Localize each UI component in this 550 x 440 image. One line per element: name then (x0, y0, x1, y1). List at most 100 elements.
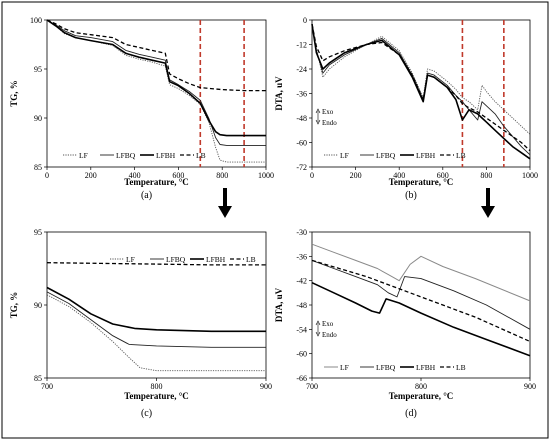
endo-label: Endo (322, 119, 337, 127)
chart-panel-4: 700 800 900 -30 -36 -42 -48 -54 -60 -66 Temperatur… (274, 228, 536, 419)
down-arrow-icon (315, 119, 321, 125)
plot-area (46, 19, 267, 168)
legend-label: LFBH (156, 151, 176, 160)
exo-label: Exo (322, 320, 334, 328)
y-axis-label: DTA, uV (274, 287, 284, 322)
x-axis-label: Temperature, °C (389, 177, 454, 187)
y-tick-label: 100 (30, 16, 42, 25)
x-axis-label: Temperature, °C (124, 391, 189, 401)
x-tick-label: 600 (437, 171, 449, 180)
chart-panel-3: 700 800 900 85 90 95 Temperature, °C TG, % (c) LF… (9, 228, 272, 419)
y-tick-label: -72 (296, 163, 307, 172)
series-line-lfbq (311, 259, 531, 330)
x-tick-label: 700 (306, 382, 318, 391)
series-line-lfbh (311, 281, 531, 357)
legend-label: LF (79, 151, 88, 160)
x-tick-label: 800 (480, 171, 492, 180)
x-axis-label: Temperature, °C (124, 177, 189, 187)
series-line-lfbq (46, 291, 266, 348)
legend-label: LB (456, 151, 466, 160)
legend-label: LFBH (416, 363, 436, 372)
y-tick-label: -42 (296, 277, 307, 286)
panel-label: (b) (405, 190, 417, 201)
x-tick-label: 400 (393, 171, 405, 180)
y-tick-label: -48 (296, 301, 307, 310)
plot-area (311, 231, 531, 379)
x-tick-label: 400 (129, 171, 141, 180)
series-line-lf (311, 24, 531, 135)
x-tick-label: 600 (172, 171, 184, 180)
legend-label: LB (456, 363, 466, 372)
x-tick-label: 200 (85, 171, 97, 180)
legend-label: LFBQ (376, 151, 396, 160)
y-tick-label: 95 (34, 65, 42, 74)
arrows (218, 188, 495, 218)
x-tick-label: 0 (45, 171, 49, 180)
exo-label: Exo (322, 108, 334, 116)
series-line-lfbq (311, 24, 531, 156)
legend-label: LFBQ (116, 151, 136, 160)
up-arrow-icon (315, 320, 321, 326)
x-tick-label: 900 (260, 382, 272, 391)
series-line-lf (311, 243, 531, 302)
down-arrow-icon (218, 188, 232, 218)
x-tick-label: 1000 (522, 171, 538, 180)
y-tick-label: 85 (34, 374, 42, 383)
series-line-lb (46, 262, 266, 266)
series-line-lf (46, 19, 266, 163)
chart-panel-2: 0 200 400 600 800 1000 0 -12 -24 -36 -48 -60 -72 Temp… (274, 16, 538, 201)
y-tick-label: -60 (296, 350, 307, 359)
panel-label: (c) (141, 408, 152, 419)
y-axis-label: DTA, uV (274, 76, 284, 111)
panels: 0 200 400 600 800 1000 85 90 95 100 Temperature, °… (9, 16, 538, 419)
legend-label: LB (246, 255, 256, 264)
panel-label: (d) (405, 408, 417, 419)
legend-label: LF (340, 363, 349, 372)
y-tick-label: -60 (296, 139, 307, 148)
y-tick-label: 90 (34, 114, 42, 123)
y-tick-label: -36 (296, 90, 307, 99)
x-tick-label: 900 (524, 382, 536, 391)
series-line-lfbh (46, 286, 266, 333)
down-arrow-icon (315, 331, 321, 337)
x-tick-label: 800 (216, 171, 228, 180)
series-line-lfbh (311, 23, 531, 160)
y-axis-label: TG, % (9, 292, 19, 319)
y-tick-label: -66 (296, 374, 307, 383)
x-tick-label: 0 (310, 171, 314, 180)
legend-label: LF (340, 151, 349, 160)
series-line-lb (311, 23, 531, 152)
x-axis-label: Temperature, °C (389, 391, 454, 401)
y-tick-label: -24 (296, 65, 307, 74)
legend-label: LB (196, 151, 206, 160)
y-tick-label: 90 (34, 301, 42, 310)
down-arrow-icon (481, 188, 495, 218)
y-tick-label: 95 (34, 228, 42, 237)
endo-label: Endo (322, 331, 337, 339)
legend-label: LFBQ (376, 363, 396, 372)
up-arrow-icon (315, 108, 321, 114)
x-tick-label: 800 (415, 382, 427, 391)
legend-label: LFBH (416, 151, 436, 160)
legend-label: LFBQ (166, 255, 186, 264)
legend-label: LFBH (206, 255, 226, 264)
y-tick-label: 0 (303, 16, 307, 25)
plot-area (46, 231, 267, 379)
x-tick-label: 700 (41, 382, 53, 391)
y-axis-label: TG, % (9, 80, 19, 107)
y-tick-label: -12 (296, 41, 307, 50)
legend-label: LF (126, 255, 135, 264)
series-line-lf (46, 294, 266, 372)
y-tick-label: -48 (296, 114, 307, 123)
y-tick-label: -54 (296, 325, 307, 334)
series-line-lb (46, 19, 266, 92)
y-tick-label: -36 (296, 252, 307, 261)
panel-label: (a) (141, 190, 152, 201)
series-line-lfbh (46, 19, 266, 137)
y-tick-label: 85 (34, 163, 42, 172)
y-tick-label: -30 (296, 228, 307, 237)
chart-panel-1: 0 200 400 600 800 1000 85 90 95 100 Temperature, °… (9, 16, 274, 201)
x-tick-label: 800 (151, 382, 163, 391)
